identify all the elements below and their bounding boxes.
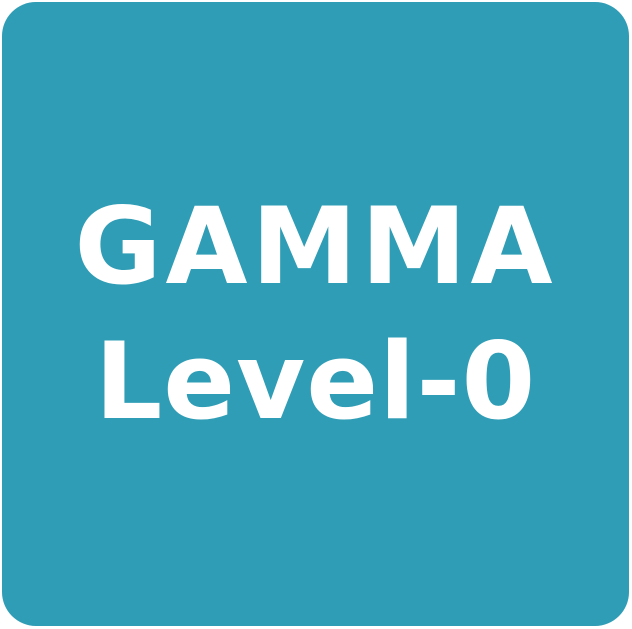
badge-level: Level-0 [94, 320, 537, 443]
badge-title: GAMMA [74, 185, 557, 308]
